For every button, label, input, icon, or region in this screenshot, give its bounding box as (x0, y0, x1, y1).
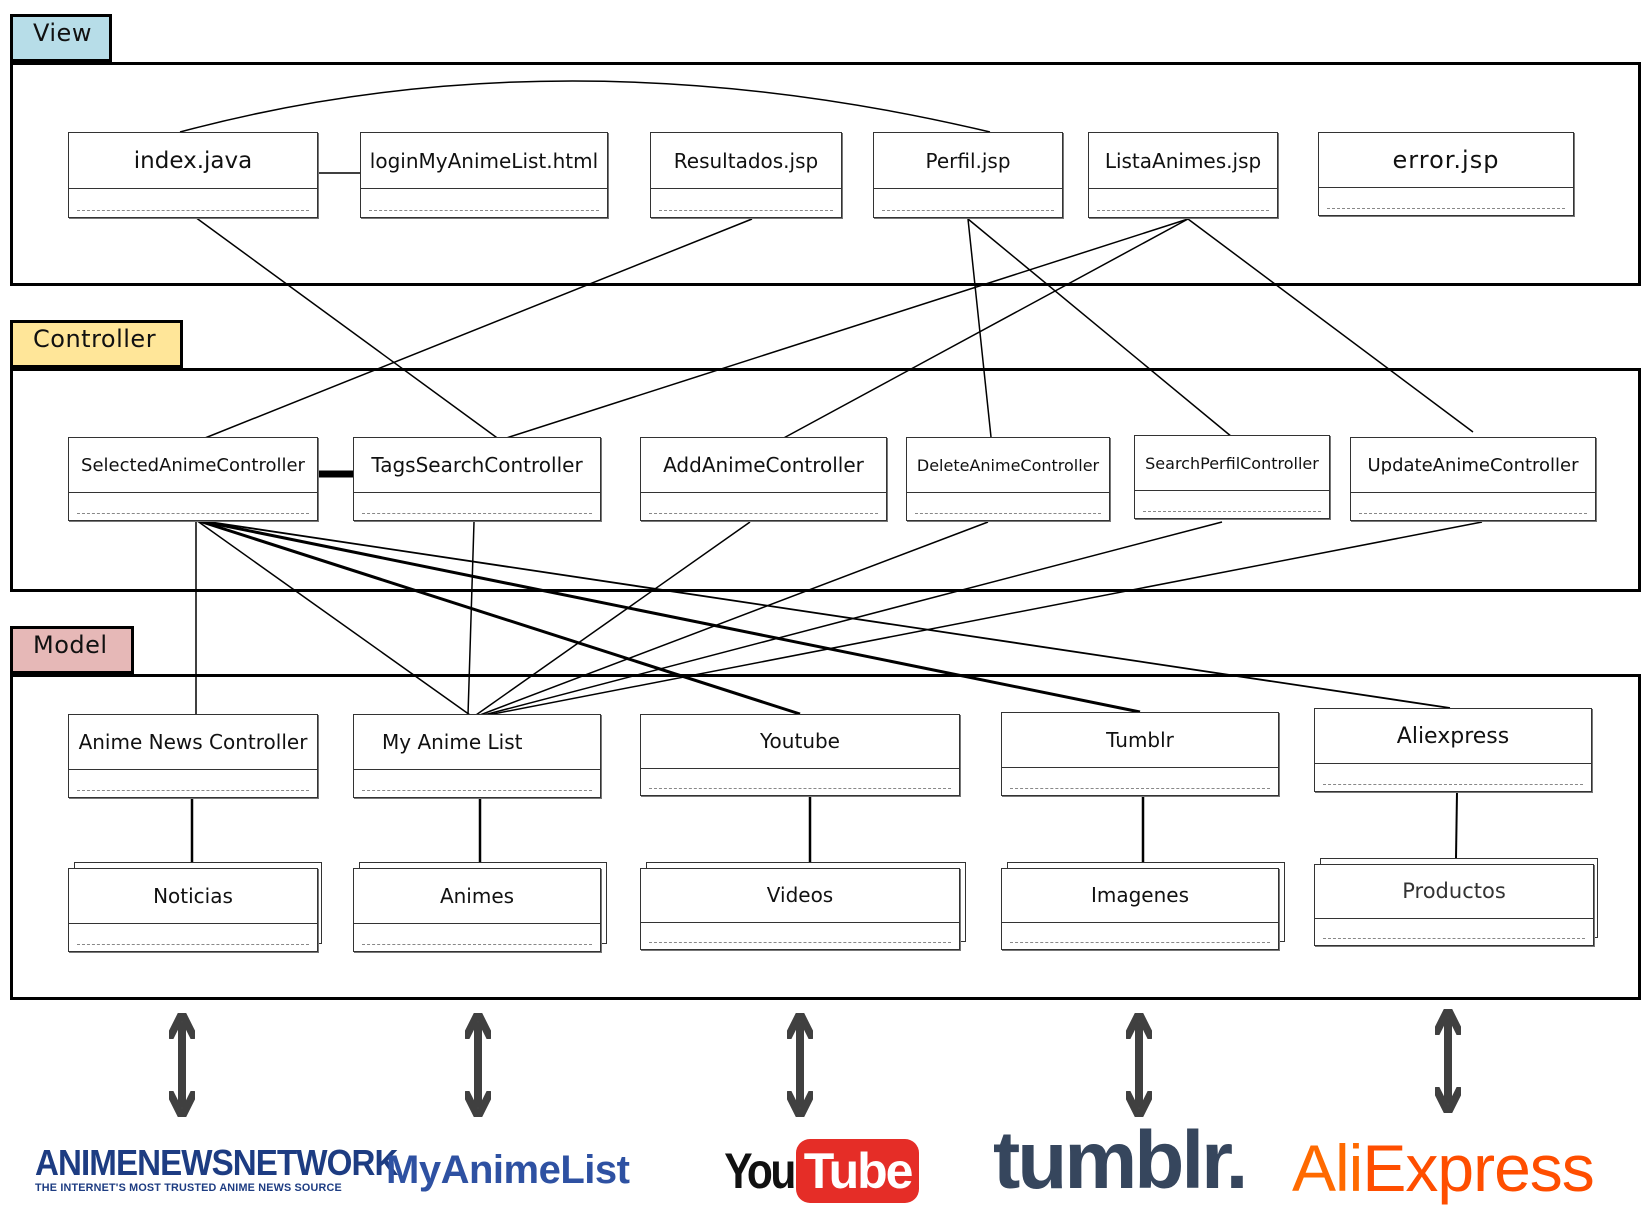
box-label: UpdateAnimeController (1367, 454, 1579, 476)
box-anime-news-controller[interactable]: Anime News Controller (68, 714, 318, 798)
box-label: ListaAnimes.jsp (1104, 148, 1262, 173)
link-aliexpress-productos (1455, 791, 1458, 859)
box-aliexpress[interactable]: Aliexpress (1314, 708, 1592, 792)
box-videos[interactable]: Videos (640, 868, 960, 950)
view-layer-tag: View (10, 14, 112, 62)
box-update-anime-controller[interactable]: UpdateAnimeController (1350, 437, 1596, 521)
link-selected-youtube (195, 518, 801, 716)
box-resultados-jsp[interactable]: Resultados.jsp (650, 132, 842, 218)
link-selected-myanimelist (195, 519, 471, 716)
link-update-myanimelist (487, 521, 1483, 716)
box-label: My Anime List (382, 730, 523, 755)
animenewsnetwork-logo[interactable]: ANIMENEWSNETWORK THE INTERNET'S MOST TRU… (35, 1142, 398, 1195)
aliexpress-logo-ali: Ali (1292, 1131, 1363, 1205)
link-perfil-delete (967, 218, 992, 438)
box-label: DeleteAnimeController (916, 455, 1100, 475)
box-login-html[interactable]: loginMyAnimeList.html (360, 132, 608, 218)
view-layer (10, 62, 1641, 286)
ann-logo-main: ANIMENEWSNETWORK (35, 1142, 398, 1183)
link-delete-myanimelist (479, 521, 989, 716)
box-label: Animes (439, 884, 515, 909)
link-tags-myanimelist (467, 521, 475, 716)
box-tumblr[interactable]: Tumblr (1001, 712, 1279, 796)
box-productos[interactable]: Productos (1314, 864, 1594, 946)
link-index-perfil (179, 80, 991, 133)
box-label: Tumblr (1106, 728, 1174, 753)
box-label: Imagenes (1090, 883, 1190, 908)
box-label: error.jsp (1392, 146, 1500, 175)
box-noticias[interactable]: Noticias (68, 868, 318, 952)
link-resultados-selected (199, 218, 753, 441)
box-imagenes[interactable]: Imagenes (1001, 868, 1279, 950)
box-tags-search-controller[interactable]: TagsSearchController (353, 437, 601, 521)
box-label: Videos (766, 883, 834, 908)
aliexpress-logo[interactable]: AliExpress (1292, 1130, 1595, 1206)
box-listaanimes-jsp[interactable]: ListaAnimes.jsp (1088, 132, 1278, 218)
box-error-jsp[interactable]: error.jsp (1318, 132, 1574, 216)
link-index-tags (194, 216, 501, 441)
link-selected-tumblr (195, 518, 1141, 714)
link-lista-add (779, 218, 1189, 441)
box-label: Noticias (153, 884, 233, 909)
model-layer (10, 674, 1641, 1000)
box-selected-anime-controller[interactable]: SelectedAnimeController (68, 437, 318, 521)
link-searchperfil-myanimelist (483, 521, 1223, 716)
link-lista-update (1187, 218, 1474, 433)
link-add-myanimelist (475, 521, 751, 716)
box-label: SelectedAnimeController (81, 454, 305, 476)
box-search-perfil-controller[interactable]: SearchPerfilController (1134, 435, 1330, 519)
box-label: Anime News Controller (78, 730, 308, 755)
youtube-logo[interactable]: You Tube (712, 1138, 920, 1204)
box-perfil-jsp[interactable]: Perfil.jsp (873, 132, 1063, 218)
box-label: Resultados.jsp (673, 148, 819, 173)
box-label: TagsSearchController (371, 453, 583, 478)
controller-layer-tag: Controller (10, 320, 183, 368)
box-label: loginMyAnimeList.html (369, 148, 599, 173)
box-add-anime-controller[interactable]: AddAnimeController (640, 437, 887, 521)
box-delete-anime-controller[interactable]: DeleteAnimeController (906, 437, 1110, 521)
link-lista-tags (499, 218, 1189, 441)
box-label: index.java (133, 147, 253, 174)
box-youtube[interactable]: Youtube (640, 714, 960, 796)
myanimelist-logo[interactable]: MyAnimeList (386, 1148, 630, 1192)
box-animes[interactable]: Animes (353, 868, 601, 952)
box-my-anime-list[interactable]: My Anime List (353, 714, 601, 798)
box-label: Aliexpress (1396, 723, 1510, 749)
box-label: Youtube (760, 729, 840, 754)
youtube-logo-you: You (724, 1143, 796, 1199)
link-perfil-searchperfil (967, 218, 1233, 438)
box-label: AddAnimeController (663, 453, 864, 478)
model-layer-tag: Model (10, 626, 134, 674)
tumblr-logo[interactable]: tumblr. (993, 1115, 1248, 1206)
youtube-logo-tube: Tube (795, 1139, 920, 1203)
box-label: Productos (1402, 879, 1506, 904)
ann-logo-tagline: THE INTERNET'S MOST TRUSTED ANIME NEWS S… (35, 1182, 342, 1194)
controller-layer (10, 368, 1641, 592)
box-index-java[interactable]: index.java (68, 132, 318, 218)
aliexpress-logo-express: Express (1362, 1131, 1594, 1205)
box-label: SearchPerfilController (1145, 453, 1319, 473)
box-label: Perfil.jsp (925, 148, 1011, 173)
